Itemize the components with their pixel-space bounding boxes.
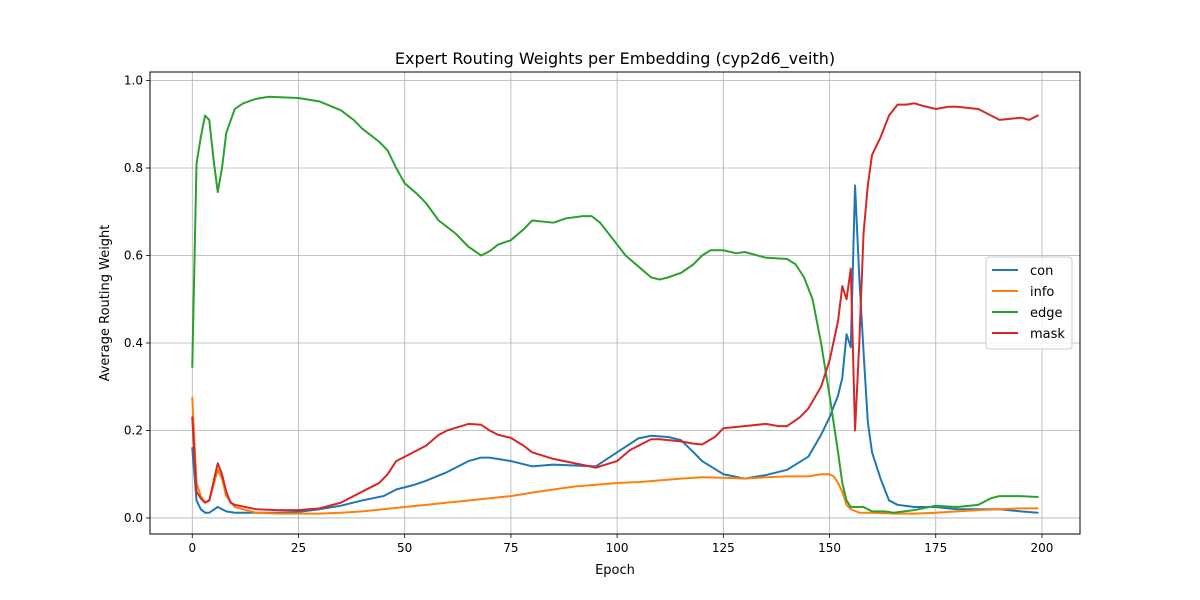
x-tick-label: 100 — [606, 541, 629, 555]
legend-box — [985, 256, 1073, 350]
series-lines — [191, 95, 1039, 515]
y-tick-label: 0.6 — [124, 248, 143, 262]
series-line-info — [191, 396, 1039, 515]
legend-label-mask: mask — [1030, 327, 1065, 342]
x-tick-label: 175 — [924, 541, 947, 555]
legend-label-info: info — [1030, 285, 1054, 300]
x-tick-label: 0 — [188, 541, 196, 555]
y-tick-label: 0.4 — [124, 336, 143, 350]
series-line-con — [191, 184, 1039, 514]
series-line-mask — [191, 102, 1039, 512]
x-tick-label: 150 — [818, 541, 841, 555]
y-tick-label: 0.2 — [124, 423, 143, 437]
legend-label-con: con — [1030, 264, 1053, 279]
x-tick-label: 75 — [503, 541, 518, 555]
x-tick-label: 50 — [397, 541, 412, 555]
x-axis-label: Epoch — [595, 563, 635, 578]
x-tick-label: 200 — [1031, 541, 1054, 555]
x-tick-label: 25 — [291, 541, 306, 555]
y-tick-label: 0.0 — [124, 511, 143, 525]
series-line-edge — [191, 95, 1039, 514]
grid — [150, 72, 1080, 534]
chart-title: Expert Routing Weights per Embedding (cy… — [395, 49, 835, 69]
legend-items: con info edge mask — [992, 264, 1065, 342]
plot-frame — [149, 71, 1081, 535]
y-tick-label: 1.0 — [124, 74, 143, 88]
x-tick-label: 125 — [712, 541, 735, 555]
y-tick-label: 0.8 — [124, 161, 143, 175]
y-axis-label: Average Routing Weight — [98, 225, 113, 382]
legend: con info edge mask — [985, 256, 1073, 350]
legend-label-edge: edge — [1030, 306, 1063, 321]
x-axis-ticks: 0 25 50 75 100 125 150 175 200 — [188, 534, 1053, 555]
y-axis-ticks: 0.0 0.2 0.4 0.6 0.8 1.0 — [124, 74, 150, 525]
